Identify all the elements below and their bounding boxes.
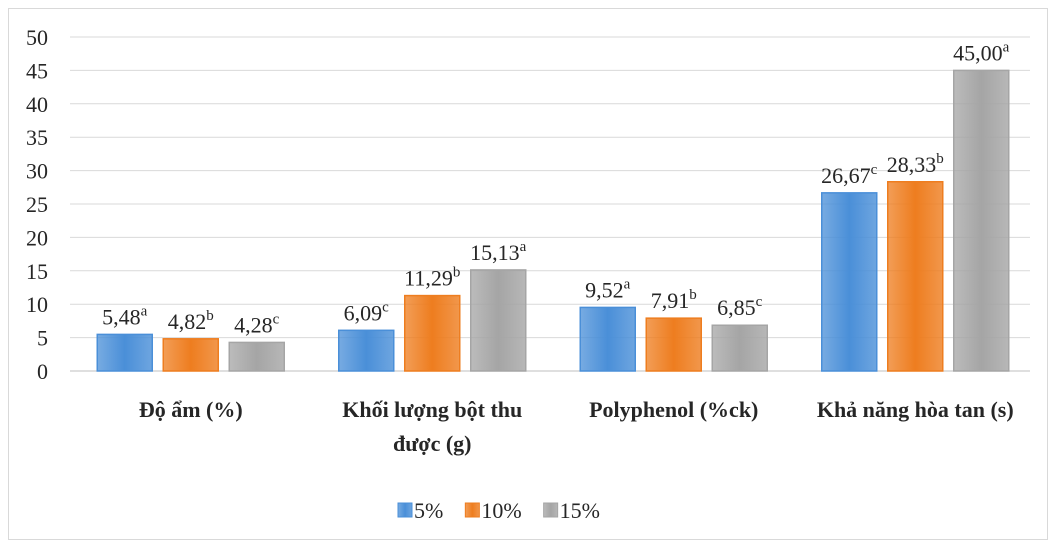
data-label-value: 15,13 xyxy=(470,240,520,265)
bar xyxy=(645,317,702,372)
y-tick-label: 10 xyxy=(26,292,48,317)
legend-swatch xyxy=(543,502,559,518)
y-tick-label: 40 xyxy=(26,92,48,117)
bar xyxy=(953,69,1010,372)
data-label-value: 45,00 xyxy=(953,40,1003,65)
data-label-significance: b xyxy=(453,265,461,281)
x-tick-label: Khả năng hòa tan (s) xyxy=(816,397,1014,422)
data-label-significance: a xyxy=(1003,39,1010,55)
legend-swatch xyxy=(464,502,480,518)
y-tick-label: 35 xyxy=(26,125,48,150)
data-label-significance: b xyxy=(689,287,697,303)
data-label-significance: c xyxy=(871,162,878,178)
bar xyxy=(162,338,219,372)
bar xyxy=(338,329,395,372)
data-label-value: 4,82 xyxy=(168,309,207,334)
y-tick-label: 25 xyxy=(26,192,48,217)
data-label: 5,48a xyxy=(102,303,148,329)
y-tick-label: 20 xyxy=(26,225,48,250)
y-tick-label: 0 xyxy=(37,359,48,384)
data-label: 11,29b xyxy=(404,265,460,291)
data-label-value: 6,85 xyxy=(717,295,756,320)
data-label-significance: c xyxy=(756,294,763,310)
y-tick-label: 45 xyxy=(26,58,48,83)
data-label-significance: b xyxy=(206,308,214,324)
data-label: 9,52a xyxy=(585,276,631,302)
data-label-significance: c xyxy=(273,311,280,327)
data-label: 4,28c xyxy=(234,311,280,337)
legend-label: 15% xyxy=(560,498,600,523)
data-label-value: 7,91 xyxy=(651,288,690,313)
data-label-value: 4,28 xyxy=(234,312,273,337)
bar xyxy=(579,306,636,372)
data-label: 26,67c xyxy=(821,162,878,188)
data-label: 28,33b xyxy=(887,151,944,177)
data-label: 45,00a xyxy=(953,39,1010,65)
bar xyxy=(821,192,878,372)
x-tick-label: Khối lượng bột thu được (g) xyxy=(342,397,523,456)
data-label-value: 26,67 xyxy=(821,163,871,188)
data-label-value: 11,29 xyxy=(404,266,453,291)
data-label-significance: a xyxy=(520,239,527,255)
x-tick-label: Độ ẩm (%) xyxy=(138,397,243,422)
data-label-significance: b xyxy=(936,151,944,167)
data-label: 4,82b xyxy=(168,308,214,334)
bar xyxy=(887,181,944,372)
x-tick-label: Polyphenol (%ck) xyxy=(589,397,759,422)
data-label-significance: c xyxy=(382,299,389,315)
y-tick-label: 15 xyxy=(26,259,48,284)
bar xyxy=(404,294,461,372)
data-label-value: 28,33 xyxy=(887,152,937,177)
y-tick-label: 5 xyxy=(37,326,48,351)
data-label: 6,85c xyxy=(717,294,763,320)
data-label-value: 9,52 xyxy=(585,277,624,302)
y-tick-label: 30 xyxy=(26,159,48,184)
data-label-value: 6,09 xyxy=(344,300,383,325)
legend-label: 5% xyxy=(414,498,443,523)
data-label-value: 5,48 xyxy=(102,304,141,329)
bar xyxy=(711,324,768,372)
bar xyxy=(228,341,285,372)
legend-swatch xyxy=(397,502,413,518)
data-label: 15,13a xyxy=(470,239,527,265)
bar xyxy=(470,269,527,372)
data-label: 7,91b xyxy=(651,287,697,313)
y-tick-label: 50 xyxy=(26,25,48,50)
legend-label: 10% xyxy=(481,498,521,523)
data-label-significance: a xyxy=(624,276,631,292)
data-label: 6,09c xyxy=(344,299,390,325)
data-label-significance: a xyxy=(141,303,148,319)
bar xyxy=(96,333,153,372)
